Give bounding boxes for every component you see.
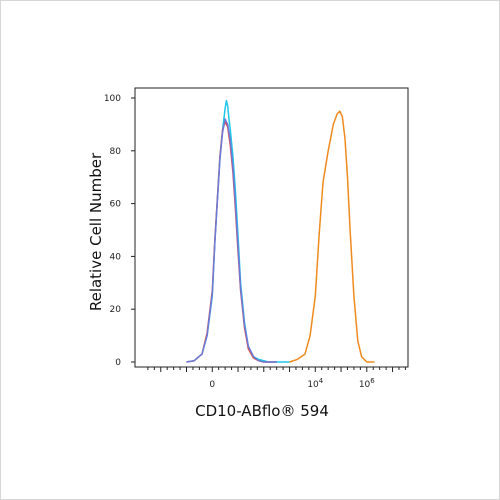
- x-tick-label: 106: [359, 377, 375, 390]
- x-tick-label: 0: [209, 380, 215, 390]
- series-line-3: [186, 118, 277, 363]
- x-axis-title: CD10-ABflo® 594: [195, 402, 329, 420]
- y-tick-label: 60: [110, 200, 122, 210]
- x-axis: 0 104 106: [147, 367, 406, 390]
- y-tick-label: 0: [115, 358, 121, 368]
- plot-area: [134, 87, 409, 368]
- y-tick-label: 40: [110, 252, 122, 262]
- series-line-4: [289, 110, 375, 363]
- series-lines: [186, 99, 375, 363]
- y-tick-label: 100: [104, 94, 121, 104]
- x-tick-label: 104: [307, 377, 323, 390]
- y-tick-label: 20: [110, 305, 122, 315]
- y-axis: 0 20 40 60 80 100: [104, 94, 135, 368]
- y-axis-title: Relative Cell Number: [87, 152, 105, 311]
- y-tick-label: 80: [110, 147, 122, 157]
- series-line-1: [186, 99, 290, 363]
